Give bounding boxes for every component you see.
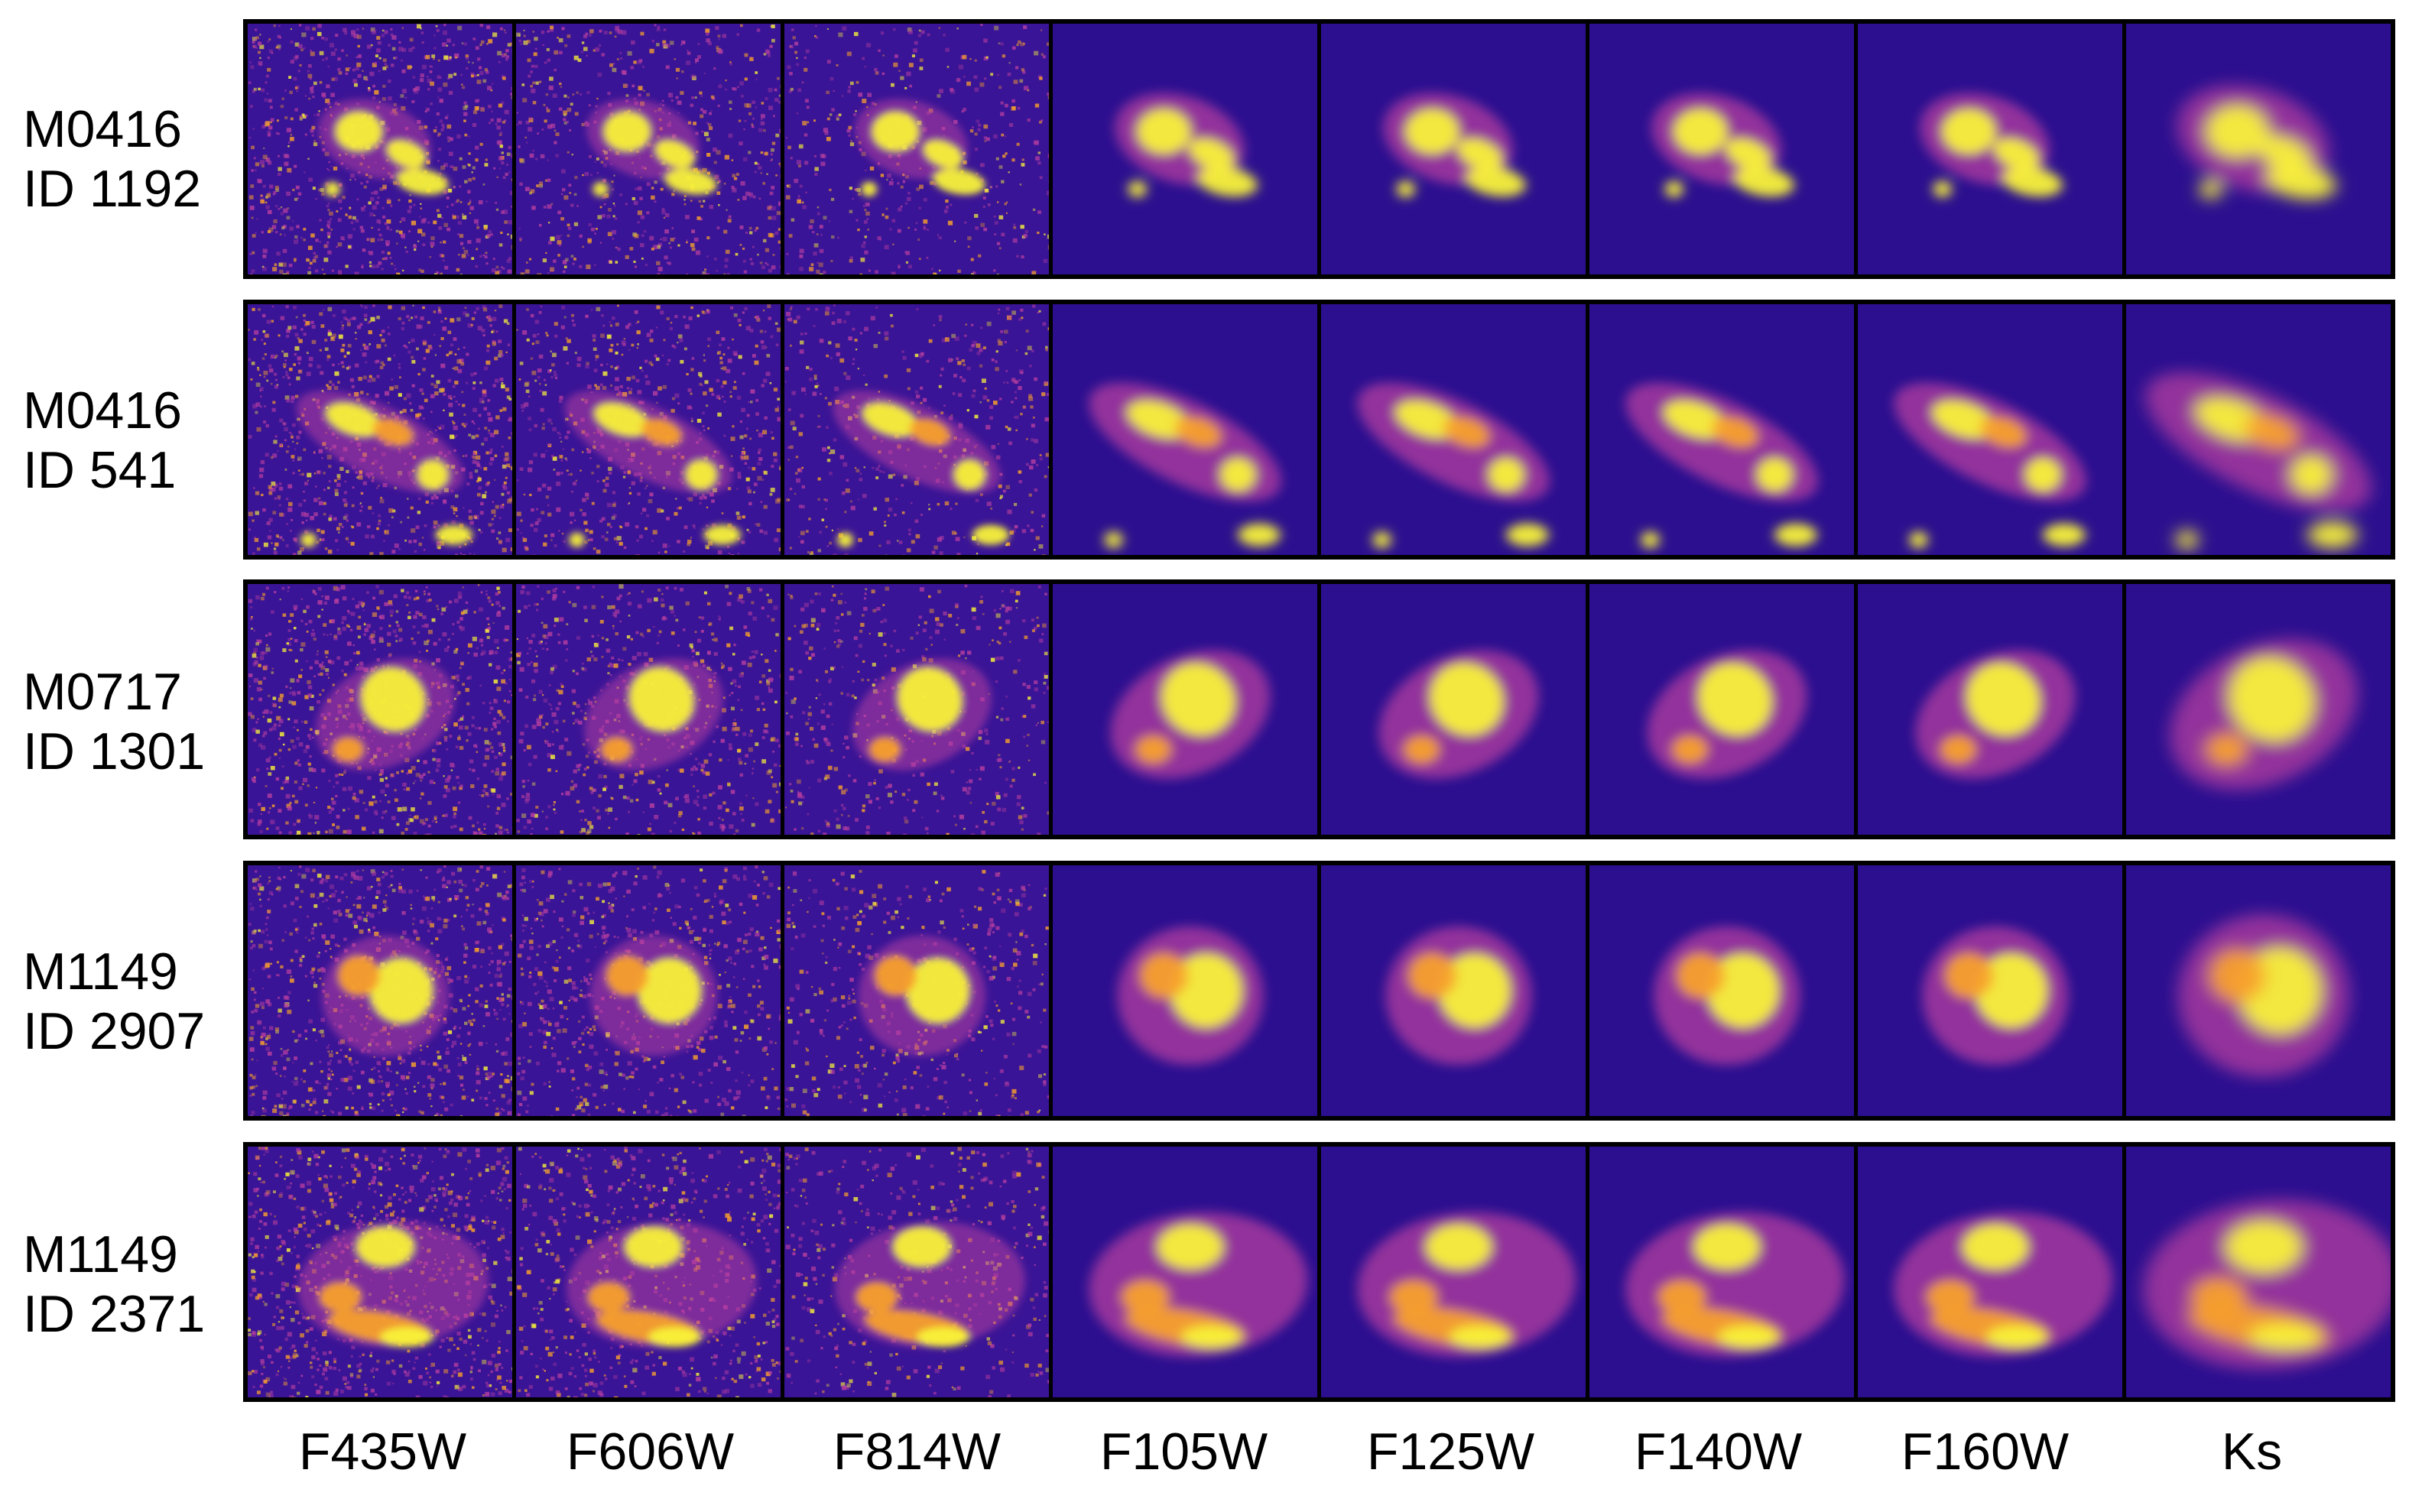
cutout-strip-2 (243, 300, 2395, 560)
row-label-3: M0717 ID 1301 (23, 662, 252, 781)
cutout-f606w (516, 865, 784, 1116)
cutout-f814w (784, 24, 1053, 274)
cutout-f125w (1321, 584, 1589, 835)
cutout-f105w (1053, 24, 1321, 274)
cutout-f435w (248, 24, 516, 274)
row-field: M0416 (23, 100, 182, 158)
cutout-ks (2126, 865, 2391, 1116)
cutout-f105w (1053, 865, 1321, 1116)
band-label: F140W (1634, 1423, 1803, 1481)
row-field: M0416 (23, 381, 182, 440)
cutout-f160w (1858, 304, 2126, 555)
cutout-f814w (784, 1147, 1053, 1397)
row-field: M0717 (23, 663, 182, 721)
row-label-1: M0416 ID 1192 (23, 99, 252, 219)
cutout-f814w (784, 304, 1053, 555)
cutout-f435w (248, 1147, 516, 1397)
cutout-strip-3 (243, 579, 2395, 839)
cutout-ks (2126, 584, 2391, 835)
band-label: F435W (298, 1423, 467, 1481)
cutout-f105w (1053, 1147, 1321, 1397)
cutout-ks (2126, 1147, 2391, 1397)
cutout-f105w (1053, 584, 1321, 835)
cutout-f140w (1589, 865, 1858, 1116)
band-label: Ks (2221, 1423, 2283, 1481)
cutout-strip-4 (243, 861, 2395, 1121)
cutout-f125w (1321, 24, 1589, 274)
band-label: F105W (1099, 1423, 1268, 1481)
cutout-f140w (1589, 1147, 1858, 1397)
cutout-f606w (516, 1147, 784, 1397)
band-label: F125W (1366, 1423, 1535, 1481)
cutout-f125w (1321, 1147, 1589, 1397)
cutout-ks (2126, 24, 2391, 274)
cutout-f140w (1589, 24, 1858, 274)
cutout-f140w (1589, 584, 1858, 835)
row-id: ID 1301 (23, 722, 206, 780)
cutout-f160w (1858, 1147, 2126, 1397)
cutout-f125w (1321, 865, 1589, 1116)
cutout-f125w (1321, 304, 1589, 555)
row-id: ID 541 (23, 441, 177, 499)
band-label: F606W (566, 1423, 735, 1481)
cutout-f606w (516, 304, 784, 555)
cutout-f814w (784, 865, 1053, 1116)
row-id: ID 1192 (23, 160, 202, 218)
cutout-f160w (1858, 24, 2126, 274)
row-label-5: M1149 ID 2371 (23, 1225, 252, 1344)
cutout-f435w (248, 584, 516, 835)
row-label-2: M0416 ID 541 (23, 381, 252, 500)
cutout-f160w (1858, 584, 2126, 835)
row-label-4: M1149 ID 2907 (23, 942, 252, 1061)
cutout-f435w (248, 865, 516, 1116)
cutout-strip-1 (243, 19, 2395, 279)
cutout-f140w (1589, 304, 1858, 555)
cutout-f105w (1053, 304, 1321, 555)
cutout-f606w (516, 24, 784, 274)
band-label: F814W (833, 1423, 1002, 1481)
band-label: F160W (1901, 1423, 2070, 1481)
row-field: M1149 (23, 943, 178, 1001)
cutout-strip-5 (243, 1142, 2395, 1402)
cutout-f160w (1858, 865, 2126, 1116)
cutout-ks (2126, 304, 2391, 555)
cutout-f435w (248, 304, 516, 555)
row-id: ID 2907 (23, 1002, 206, 1060)
cutout-f814w (784, 584, 1053, 835)
cutout-f606w (516, 584, 784, 835)
row-field: M1149 (23, 1225, 178, 1283)
row-id: ID 2371 (23, 1285, 206, 1343)
